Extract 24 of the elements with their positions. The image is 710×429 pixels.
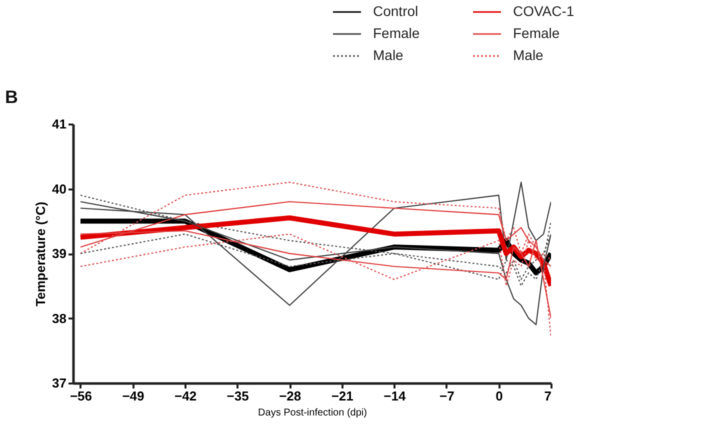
x-tick-label: −7 — [440, 388, 454, 404]
y-tick-label: 38 — [52, 310, 66, 326]
x-tick-label: 0 — [496, 388, 503, 404]
y-tick-label: 37 — [52, 376, 66, 390]
chart-title: B — [5, 87, 18, 107]
x-tick-label: −42 — [174, 388, 197, 404]
x-tick-label: −35 — [226, 388, 249, 404]
x-tick-label: −14 — [384, 388, 406, 404]
x-tick-label: −49 — [122, 388, 144, 404]
x-axis-title: Days Post-infection (dpi) — [258, 408, 367, 418]
x-tick-label: 7 — [544, 388, 552, 404]
x-tick-label: −56 — [70, 388, 92, 404]
y-tick-label: 40 — [52, 181, 66, 196]
y-tick-label: 41 — [52, 116, 66, 132]
x-tick-label: −21 — [331, 388, 354, 404]
legend-label: Male — [513, 47, 544, 63]
legend-label: Female — [373, 25, 420, 41]
legend-label: Male — [373, 47, 404, 63]
legend-label: Female — [513, 25, 560, 41]
legend-label: Control — [373, 3, 418, 19]
x-tick-label: −28 — [279, 388, 302, 404]
y-axis-title: Temperature (°C) — [33, 202, 48, 306]
legend-label: COVAC-1 — [513, 3, 574, 19]
y-tick-label: 39 — [52, 246, 66, 261]
